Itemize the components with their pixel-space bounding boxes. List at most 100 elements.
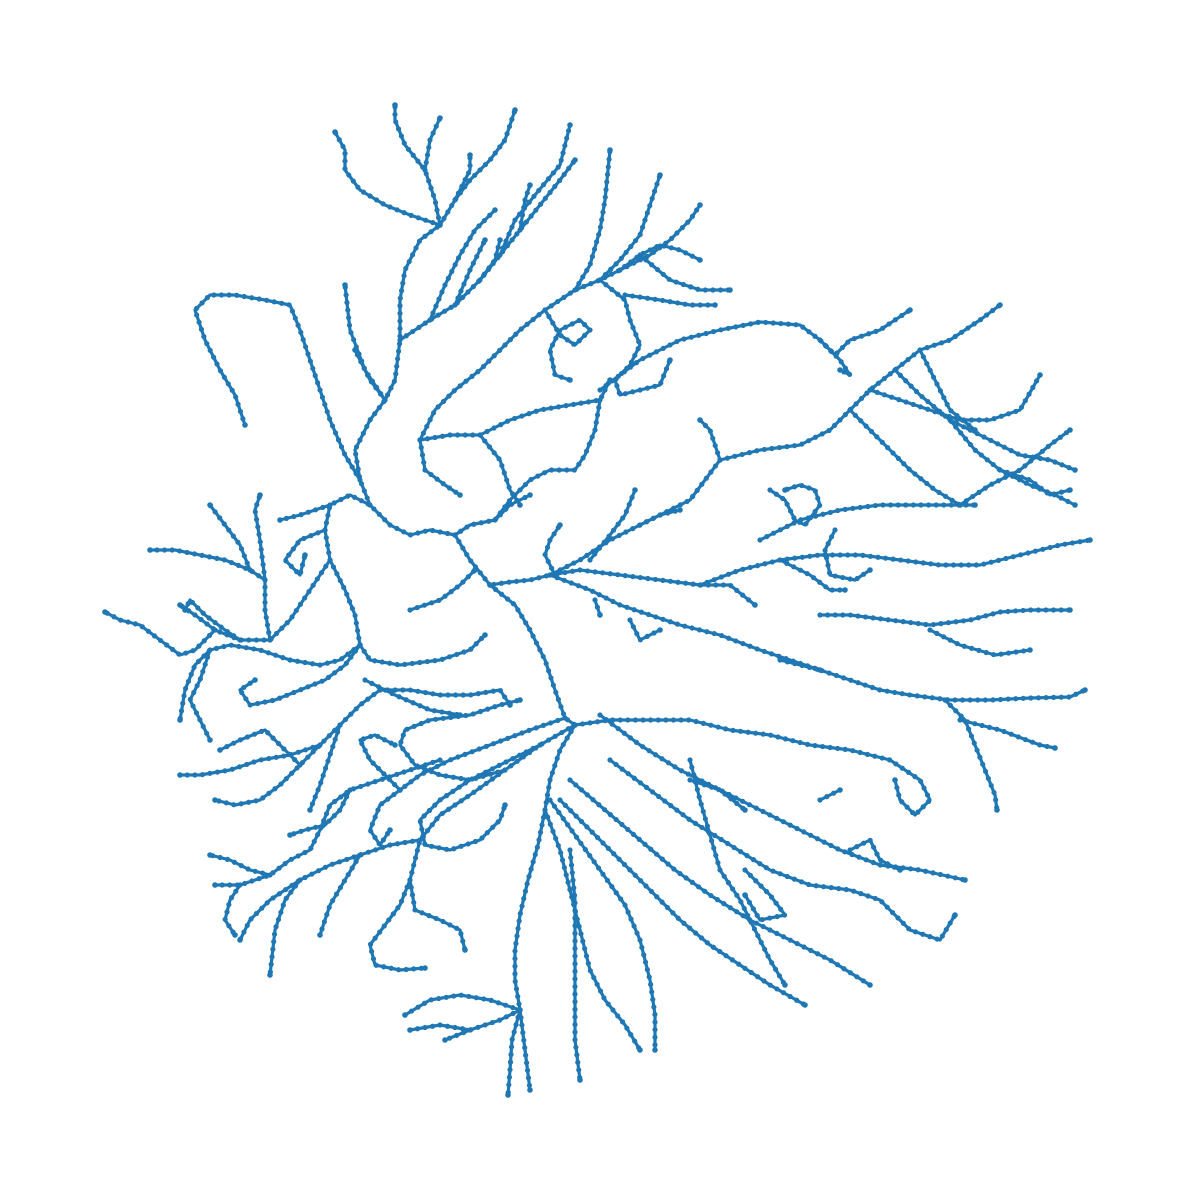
- branch-tip-node-58: [817, 667, 823, 673]
- branch-nodes-12: [422, 115, 443, 173]
- branch-tip-node-108: [677, 507, 683, 513]
- branch-tip-node-18: [492, 207, 498, 213]
- branch-nodes-46: [997, 467, 1073, 498]
- branch-tip-node-54: [1067, 607, 1073, 613]
- branch-tip-node-22: [527, 182, 533, 188]
- branch-nodes-110: [627, 617, 663, 644]
- branch-tip-node-15: [342, 282, 348, 288]
- branch-nodes-21: [497, 122, 573, 258]
- branch-nodes-3: [517, 1007, 533, 1093]
- branch-nodes-22: [517, 182, 533, 233]
- branch-nodes-10: [437, 107, 518, 228]
- branch-nodes-99: [217, 726, 303, 768]
- branch-tip-node-59: [892, 777, 898, 783]
- branch-tip-node-65: [637, 1047, 643, 1053]
- branch-nodes-30: [542, 307, 594, 383]
- branch-nodes-100: [187, 647, 213, 743]
- branch-nodes-37: [717, 302, 1003, 463]
- branch-nodes-52: [822, 527, 873, 583]
- branch-tip-node-90: [147, 547, 153, 553]
- branch-nodes-76: [397, 697, 523, 783]
- branch-nodes-87: [281, 527, 328, 581]
- branch-nodes-41: [867, 372, 1043, 423]
- branch-tip-node-6: [407, 1027, 413, 1033]
- branch-nodes-63: [557, 797, 808, 1008]
- branch-nodes-66: [567, 847, 583, 1083]
- branch-nodes-42: [892, 367, 1078, 508]
- branch-nodes-49: [697, 537, 1093, 588]
- branch-tip-node-38: [697, 417, 703, 423]
- branch-tip-node-69: [742, 892, 748, 898]
- branch-nodes-5: [402, 992, 523, 1018]
- branch-nodes-51: [777, 557, 848, 593]
- branch-nodes-108: [637, 507, 683, 528]
- branch-nodes-4: [442, 1007, 523, 1043]
- branch-tip-node-68: [782, 982, 788, 988]
- branch-tip-node-12: [437, 115, 443, 121]
- branch-nodes-83: [357, 632, 488, 668]
- branch-nodes-1: [512, 722, 578, 1013]
- branch-tip-node-91: [182, 607, 188, 613]
- branch-nodes-55: [927, 627, 1033, 658]
- branch-nodes-91: [182, 595, 243, 643]
- branch-nodes-65: [542, 807, 643, 1053]
- branch-tip-node-85: [177, 717, 183, 723]
- branch-nodes-56: [942, 697, 1000, 813]
- branch-tip-node-14: [242, 422, 248, 428]
- branch-nodes-62: [567, 777, 873, 988]
- branch-nodes-29: [597, 277, 673, 399]
- branch-nodes-53: [767, 482, 823, 529]
- branch-tip-node-20: [497, 237, 503, 243]
- branch-tip-node-48: [1082, 687, 1088, 693]
- branch-tip-node-88: [277, 517, 283, 523]
- branch-tip-node-45: [1067, 427, 1073, 433]
- branch-tip-node-92: [102, 609, 108, 615]
- branch-edge-70: [818, 788, 842, 802]
- branch-nodes-58: [777, 657, 823, 673]
- branch-tip-node-23: [697, 257, 703, 263]
- branch-tip-node-103: [392, 742, 398, 748]
- branch-tip-node-81: [207, 852, 213, 858]
- branch-nodes-72: [397, 715, 568, 793]
- branch-nodes-28: [622, 292, 718, 308]
- branch-tip-node-11: [332, 129, 338, 135]
- branch-nodes-79: [317, 852, 363, 938]
- branch-nodes-33: [417, 377, 613, 443]
- branch-nodes-39: [487, 457, 723, 588]
- branch-tip-node-26: [697, 202, 703, 208]
- branch-nodes-11: [332, 129, 443, 228]
- branch-tip-node-39: [487, 582, 493, 588]
- branch-nodes-47: [547, 567, 758, 608]
- branch-nodes-19: [452, 237, 488, 308]
- branch-tip-node-25: [657, 172, 663, 178]
- branch-nodes-2: [505, 1007, 523, 1098]
- branch-tip-node-89: [257, 492, 263, 498]
- branch-tip-node-29: [667, 357, 673, 363]
- branch-tip-node-52: [867, 567, 873, 573]
- branch-tip-node-41: [1037, 372, 1043, 378]
- branch-nodes-14: [192, 292, 363, 483]
- branch-tip-node-9: [392, 102, 398, 108]
- branch-nodes-86: [177, 557, 333, 643]
- branch-nodes-96: [362, 677, 463, 718]
- branch-edge-74: [418, 743, 542, 852]
- branch-tip-node-5: [402, 1012, 408, 1018]
- branch-tip-node-77: [237, 937, 243, 943]
- branch-tip-node-60: [962, 877, 968, 883]
- branch-nodes-57: [957, 717, 1058, 751]
- branch-tip-node-75: [212, 882, 218, 888]
- branch-tip-node-44: [1072, 467, 1078, 473]
- branch-tip-node-17: [572, 157, 578, 163]
- branch-tip-node-93: [207, 502, 213, 508]
- branch-tip-node-74: [502, 802, 508, 808]
- branch-tip-node-97: [307, 807, 313, 813]
- branch-nodes-18: [427, 207, 498, 323]
- branch-tip-node-31: [457, 492, 463, 498]
- branch-nodes-35: [597, 307, 913, 393]
- branch-nodes-107: [492, 492, 533, 523]
- branch-nodes-105: [542, 522, 563, 578]
- branch-tip-node-61: [952, 912, 958, 918]
- branch-nodes-34: [452, 397, 603, 538]
- branch-tip-node-2: [505, 1092, 511, 1098]
